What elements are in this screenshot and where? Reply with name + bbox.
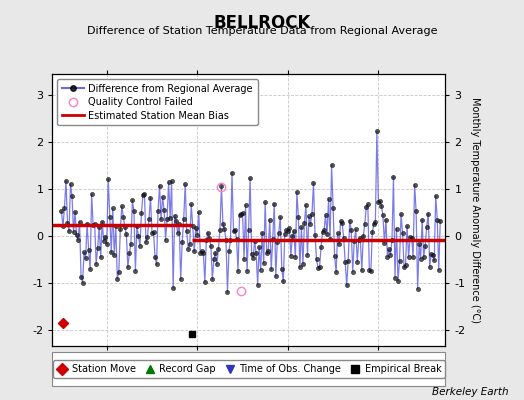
- Text: Difference of Station Temperature Data from Regional Average: Difference of Station Temperature Data f…: [87, 26, 437, 36]
- Legend: Difference from Regional Average, Quality Control Failed, Estimated Station Mean: Difference from Regional Average, Qualit…: [57, 79, 258, 125]
- Legend: Station Move, Record Gap, Time of Obs. Change, Empirical Break: Station Move, Record Gap, Time of Obs. C…: [52, 360, 445, 378]
- Y-axis label: Monthly Temperature Anomaly Difference (°C): Monthly Temperature Anomaly Difference (…: [470, 97, 479, 323]
- Text: BELLROCK: BELLROCK: [213, 14, 311, 32]
- Text: Berkeley Earth: Berkeley Earth: [432, 387, 508, 397]
